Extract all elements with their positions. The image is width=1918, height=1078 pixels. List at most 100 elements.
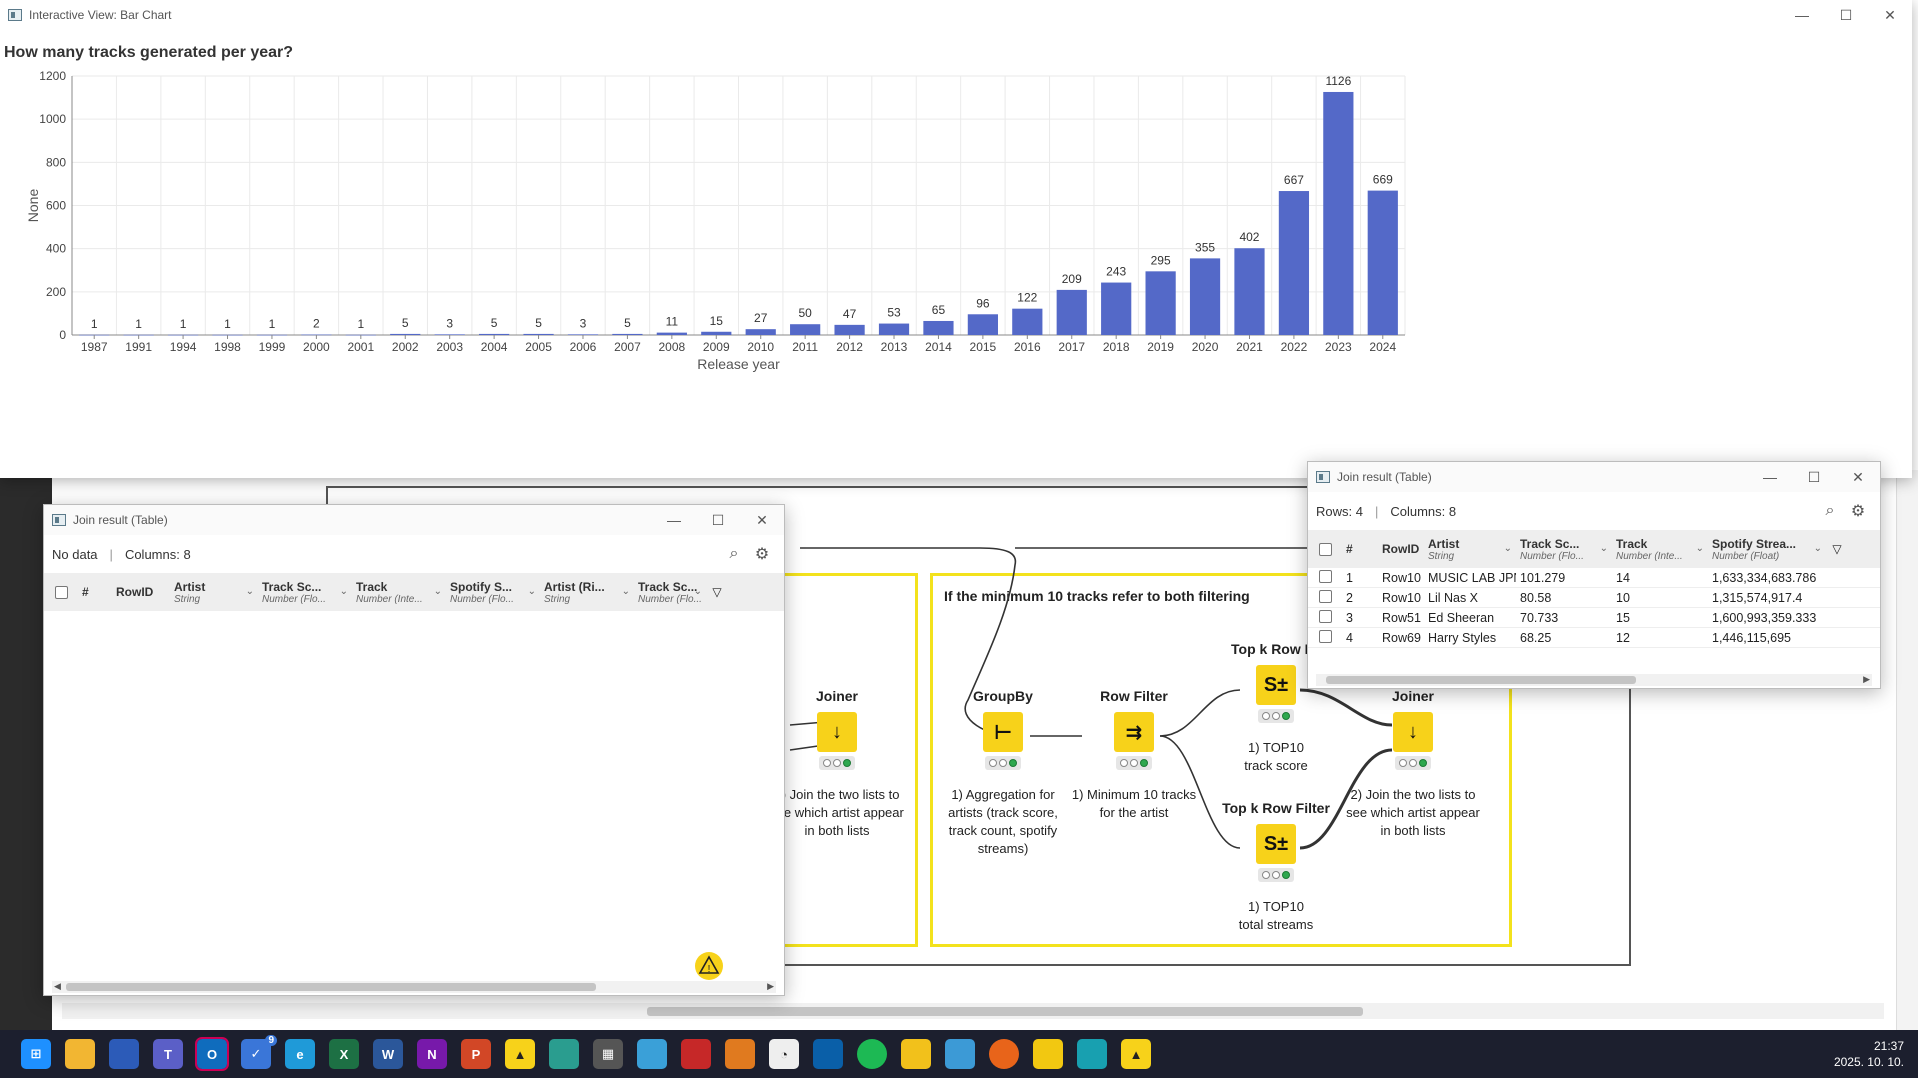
headset-icon[interactable] (989, 1039, 1019, 1069)
minimize-icon[interactable]: — (667, 512, 681, 528)
chevron-down-icon[interactable]: ⌄ (527, 586, 536, 597)
scrollbar-thumb[interactable] (647, 1007, 1363, 1016)
node-topk-2[interactable]: Top k Row Filter S± 1) TOP10 total strea… (1206, 800, 1346, 934)
settings-sliders-icon[interactable]: ⚙ (754, 546, 770, 563)
powerbi-icon[interactable] (1033, 1039, 1063, 1069)
chevron-down-icon[interactable]: ⌄ (1503, 543, 1512, 554)
chevron-down-icon[interactable]: ⌄ (1695, 543, 1704, 554)
network-tool-icon[interactable] (901, 1039, 931, 1069)
minimize-icon[interactable]: — (1763, 469, 1777, 485)
table-window-right[interactable]: Join result (Table) — ☐ ✕ Rows: 4 | Colu… (1307, 461, 1881, 689)
x-axis-title: Release year (697, 356, 780, 372)
select-all-checkbox[interactable] (44, 573, 78, 611)
x-tick-label-2024: 2024 (1369, 340, 1396, 354)
excel-icon[interactable]: X (329, 1039, 359, 1069)
spotify-icon[interactable] (857, 1039, 887, 1069)
search-icon[interactable]: ⌕ (1825, 502, 1835, 519)
column-header[interactable]: # (1342, 530, 1378, 568)
column-header[interactable]: Track Number (Inte... ⌄ (352, 573, 446, 611)
canvas-horizontal-scrollbar[interactable] (62, 1003, 1884, 1019)
node-joiner-left[interactable]: Joiner ↓ 2) Join the two lists to see wh… (767, 688, 907, 840)
table-row[interactable]: 1 Row10 MUSIC LAB JPN 101.279 14 1,633,334,68… (1308, 568, 1880, 588)
chevron-down-icon[interactable]: ⌄ (693, 586, 702, 597)
settings-sliders-icon[interactable]: ⚙ (1850, 503, 1866, 520)
node-groupby[interactable]: GroupBy ⊢ 1) Aggregation for artists (tr… (933, 688, 1073, 858)
powerpoint-icon[interactable]: P (461, 1039, 491, 1069)
node-status-lights (1258, 709, 1294, 723)
close-icon[interactable]: ✕ (1884, 6, 1896, 23)
remote-desktop-icon[interactable] (813, 1039, 843, 1069)
close-icon[interactable]: ✕ (1852, 468, 1864, 485)
file-explorer-icon[interactable] (65, 1039, 95, 1069)
column-header[interactable]: Artist (Ri... String ⌄ (540, 573, 634, 611)
node-row-filter[interactable]: Row Filter ⇉ 1) Minimum 10 tracks for th… (1064, 688, 1204, 822)
windows-start-icon[interactable]: ⊞ (21, 1039, 51, 1069)
column-header[interactable]: Track Sc... Number (Flo... ⌄ (258, 573, 352, 611)
knime-icon-2[interactable]: ▲ (1121, 1039, 1151, 1069)
clock-app-icon[interactable]: ◔ (769, 1039, 799, 1069)
row-checkbox[interactable] (1308, 569, 1342, 586)
close-icon[interactable]: ✕ (756, 511, 768, 528)
node-joiner-right[interactable]: Joiner ↓ 2) Join the two lists to see wh… (1343, 688, 1483, 840)
column-header[interactable]: RowID (1378, 530, 1424, 568)
filter-icon[interactable]: ▽ (1832, 542, 1842, 556)
row-checkbox[interactable] (1308, 589, 1342, 606)
teams-icon[interactable]: T (153, 1039, 183, 1069)
column-header[interactable]: Track Sc... Number (Flo... ⌄ (634, 573, 706, 611)
chevron-down-icon[interactable]: ⌄ (1813, 543, 1822, 554)
outlook-icon[interactable]: O (195, 1037, 229, 1071)
scrollbar-thumb[interactable] (66, 983, 596, 991)
connection-rowfilter-topk1 (1159, 689, 1241, 737)
maximize-icon[interactable]: ☐ (711, 511, 725, 528)
word-icon[interactable]: W (373, 1039, 403, 1069)
table-row[interactable]: 4 Row69 Harry Styles 68.25 12 1,446,115,695 (1308, 628, 1880, 648)
column-header[interactable]: Artist String ⌄ (170, 573, 258, 611)
snipping-tool-icon[interactable] (549, 1039, 579, 1069)
minimize-icon[interactable]: — (1795, 7, 1809, 23)
row-checkbox[interactable] (1308, 629, 1342, 646)
chart-window-titlebar[interactable]: Interactive View: Bar Chart — ☐ ✕ (0, 0, 1912, 30)
vpn-icon[interactable]: ✓ 9 (241, 1035, 277, 1069)
column-header[interactable]: Artist String ⌄ (1424, 530, 1516, 568)
bar-chart-window[interactable]: Interactive View: Bar Chart — ☐ ✕ How ma… (0, 0, 1912, 478)
column-header[interactable]: Track Sc... Number (Flo... ⌄ (1516, 530, 1612, 568)
maximize-icon[interactable]: ☐ (1807, 468, 1821, 485)
chevron-down-icon[interactable]: ⌄ (339, 586, 348, 597)
notepad-icon[interactable] (945, 1039, 975, 1069)
maps-icon[interactable] (637, 1039, 667, 1069)
node-topk-1[interactable]: Top k Row Fil S± 1) TOP10 track score (1206, 641, 1346, 775)
table-right-titlebar[interactable]: Join result (Table) — ☐ ✕ (1308, 462, 1880, 492)
knime-icon[interactable]: ▲ (505, 1039, 535, 1069)
taskbar-clock[interactable]: 21:37 2025. 10. 10. (1834, 1038, 1904, 1070)
copilot-icon[interactable] (1077, 1039, 1107, 1069)
table-left-hscrollbar[interactable]: ◀ ▶ (52, 981, 776, 993)
save-app-icon[interactable] (109, 1039, 139, 1069)
calculator-icon[interactable]: ▦ (593, 1039, 623, 1069)
filter-icon[interactable]: ▽ (712, 585, 722, 599)
chevron-down-icon[interactable]: ⌄ (245, 586, 254, 597)
column-header[interactable]: Spotify Strea... Number (Float) ⌄ (1708, 530, 1826, 568)
onenote-icon[interactable]: N (417, 1039, 447, 1069)
table-row[interactable]: 3 Row51 Ed Sheeran 70.733 15 1,600,993,359.33… (1308, 608, 1880, 628)
y-axis-title: None (25, 189, 41, 223)
schedule-icon[interactable] (681, 1039, 711, 1069)
chevron-down-icon[interactable]: ⌄ (621, 586, 630, 597)
table-row[interactable]: 2 Row10 Lil Nas X 80.58 10 1,315,574,917.4 (1308, 588, 1880, 608)
chevron-down-icon[interactable]: ⌄ (433, 586, 442, 597)
table-window-left[interactable]: Join result (Table) — ☐ ✕ No data | Colu… (43, 504, 785, 996)
table-right-hscrollbar[interactable]: ▶ (1316, 674, 1872, 686)
select-all-checkbox[interactable] (1308, 530, 1342, 568)
maximize-icon[interactable]: ☐ (1839, 6, 1853, 23)
column-header[interactable]: Track Number (Inte... ⌄ (1612, 530, 1708, 568)
column-header[interactable]: RowID (112, 573, 170, 611)
row-checkbox[interactable] (1308, 609, 1342, 626)
sync-icon[interactable] (725, 1039, 755, 1069)
chevron-down-icon[interactable]: ⌄ (1599, 543, 1608, 554)
scrollbar-thumb[interactable] (1326, 676, 1636, 684)
search-icon[interactable]: ⌕ (729, 545, 739, 562)
column-header[interactable]: Spotify S... Number (Flo... ⌄ (446, 573, 540, 611)
table-left-titlebar[interactable]: Join result (Table) — ☐ ✕ (44, 505, 784, 535)
edge-icon[interactable]: e (285, 1039, 315, 1069)
canvas-right-scrollbar[interactable] (1896, 470, 1918, 1030)
column-header[interactable]: # (78, 573, 112, 611)
